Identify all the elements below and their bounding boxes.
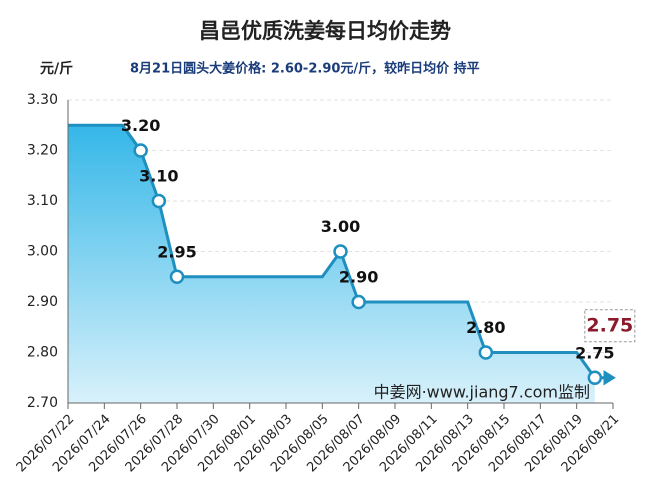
data-label: 3.00: [321, 217, 360, 236]
subtitle: 8月21日圆头大姜价格: 2.60-2.90元/斤，较昨日均价 持平: [130, 61, 480, 77]
marker: [351, 294, 366, 310]
marker: [169, 269, 185, 284]
data-label: 2.90: [339, 268, 378, 287]
annotation: 2.75: [586, 314, 633, 336]
y-tick-label: 2.70: [27, 395, 58, 411]
y-tick-label: 3.20: [27, 143, 58, 159]
data-label: 3.20: [121, 116, 160, 135]
marker: [333, 244, 348, 259]
marker: [133, 143, 148, 158]
chart-title: 昌邑优质洗姜每日均价走势: [199, 19, 451, 43]
data-label: 2.95: [157, 242, 196, 261]
data-label: 2.75: [575, 343, 614, 362]
watermark: 中姜网·www.jiang7.com监制: [374, 383, 590, 402]
y-tick-label: 2.80: [27, 345, 58, 361]
y-tick-label: 3.30: [27, 92, 58, 108]
annotation-box: [584, 309, 636, 343]
data-label: 2.80: [466, 318, 505, 337]
marker: [151, 193, 167, 209]
line: [68, 123, 597, 379]
marker: [587, 370, 603, 385]
area: [68, 125, 595, 403]
y-tick-label: 2.90: [27, 294, 58, 310]
marker: [478, 345, 494, 360]
data-label: 3.10: [139, 167, 178, 186]
unit-label: 元/斤: [40, 60, 73, 77]
y-tick-label: 3.00: [27, 244, 58, 260]
y-tick-label: 3.10: [27, 193, 58, 209]
